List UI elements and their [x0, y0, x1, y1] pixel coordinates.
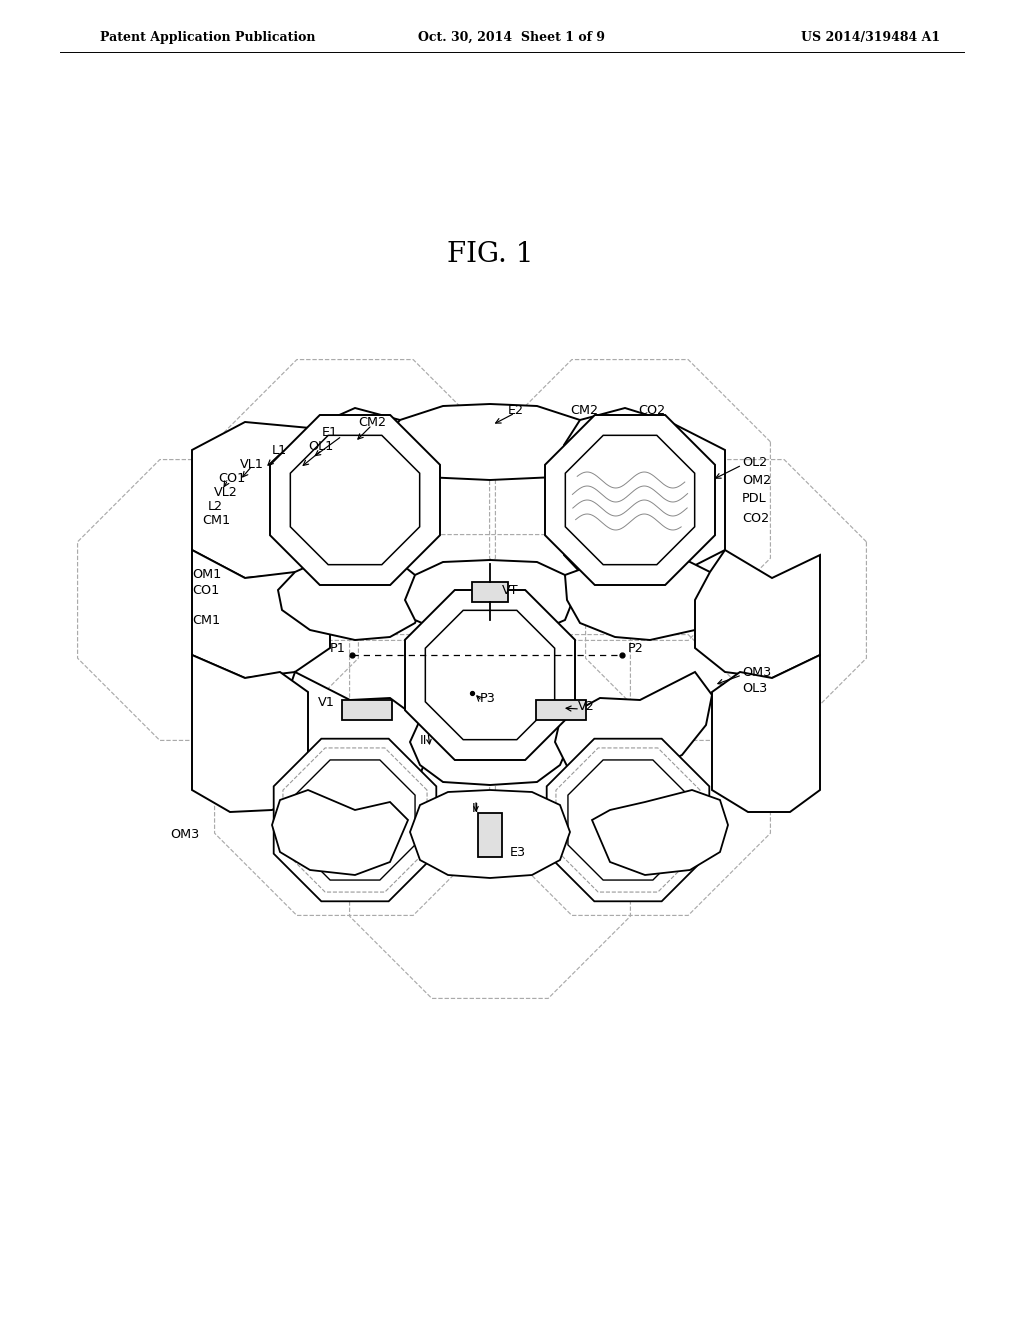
- Text: L1: L1: [272, 444, 287, 457]
- Text: OL2: OL2: [742, 455, 767, 469]
- Text: US 2014/319484 A1: US 2014/319484 A1: [801, 30, 940, 44]
- Polygon shape: [425, 610, 555, 739]
- Polygon shape: [410, 789, 570, 878]
- Text: P2: P2: [628, 642, 644, 655]
- Text: CO1: CO1: [193, 583, 219, 597]
- Text: CM1: CM1: [202, 513, 230, 527]
- Text: CM1: CM1: [193, 614, 220, 627]
- Text: OM2: OM2: [742, 474, 771, 487]
- Text: CO1: CO1: [218, 471, 246, 484]
- Polygon shape: [291, 436, 420, 565]
- Polygon shape: [272, 789, 408, 875]
- Polygon shape: [712, 655, 820, 812]
- Text: PDL: PDL: [742, 491, 767, 504]
- Text: CM2: CM2: [570, 404, 598, 417]
- Bar: [478, 813, 502, 857]
- Text: OM3: OM3: [742, 665, 771, 678]
- Text: CO2: CO2: [742, 511, 769, 524]
- Polygon shape: [295, 760, 415, 880]
- Polygon shape: [555, 672, 712, 777]
- Text: OM3: OM3: [170, 829, 200, 842]
- Text: OM1: OM1: [193, 569, 221, 582]
- Polygon shape: [270, 414, 440, 585]
- Text: FIG. 1: FIG. 1: [446, 242, 534, 268]
- Text: P1: P1: [330, 642, 346, 655]
- Text: Oct. 30, 2014  Sheet 1 of 9: Oct. 30, 2014 Sheet 1 of 9: [419, 30, 605, 44]
- Polygon shape: [193, 422, 350, 578]
- Polygon shape: [193, 550, 330, 678]
- Text: VL2: VL2: [214, 486, 238, 499]
- Polygon shape: [382, 404, 598, 480]
- Text: VT: VT: [502, 583, 518, 597]
- Text: OL3: OL3: [742, 681, 767, 694]
- Bar: [342, 700, 392, 719]
- Text: P3: P3: [480, 692, 496, 705]
- Text: VL1: VL1: [240, 458, 264, 470]
- Polygon shape: [278, 546, 424, 640]
- Text: E3: E3: [510, 846, 526, 858]
- Polygon shape: [406, 590, 575, 760]
- Polygon shape: [272, 672, 430, 800]
- Text: CM2: CM2: [358, 416, 386, 429]
- Bar: [536, 700, 586, 719]
- Text: E1: E1: [322, 425, 338, 438]
- Text: L2: L2: [208, 499, 223, 512]
- Polygon shape: [273, 739, 436, 902]
- Polygon shape: [410, 700, 570, 785]
- Polygon shape: [406, 560, 575, 635]
- Text: II: II: [420, 734, 427, 747]
- Text: V2: V2: [578, 700, 595, 713]
- Text: II: II: [472, 801, 479, 814]
- Polygon shape: [565, 436, 694, 565]
- Polygon shape: [695, 550, 820, 678]
- Polygon shape: [568, 760, 688, 880]
- Bar: [472, 582, 508, 602]
- Polygon shape: [193, 655, 308, 812]
- Polygon shape: [295, 408, 420, 484]
- Text: CO2: CO2: [638, 404, 666, 417]
- Polygon shape: [545, 414, 715, 585]
- Text: Patent Application Publication: Patent Application Publication: [100, 30, 315, 44]
- Text: V1: V1: [318, 697, 335, 710]
- Text: OL1: OL1: [308, 440, 333, 453]
- Polygon shape: [592, 789, 728, 875]
- Text: E2: E2: [508, 404, 524, 417]
- Polygon shape: [547, 739, 710, 902]
- Polygon shape: [565, 546, 725, 640]
- Polygon shape: [564, 408, 725, 578]
